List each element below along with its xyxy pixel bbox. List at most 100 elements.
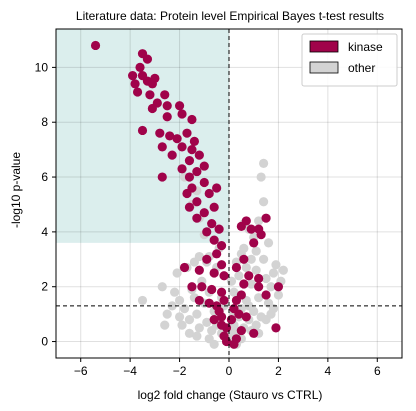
y-tick-label: 6 [41,170,48,184]
y-axis-label: -log10 p-value [9,152,23,228]
kinase-point [216,312,227,322]
other-point [184,328,195,338]
x-tick-label: −2 [173,364,187,378]
kinase-point [165,131,175,141]
other-point [234,271,244,281]
x-tick-label: 4 [325,364,332,378]
kinase-point [177,109,187,119]
kinase-point [241,216,251,226]
other-point [254,293,264,303]
other-point [192,331,202,341]
x-tick-label: 0 [226,364,233,378]
other-point [189,257,199,267]
other-point [184,315,195,325]
kinase-point [155,128,165,138]
other-point [261,273,271,284]
kinase-point [271,323,281,333]
legend-label-kinase: kinase [348,40,383,54]
kinase-point [254,282,264,292]
kinase-point [184,156,195,166]
other-point [194,323,204,333]
kinase-point [194,295,204,306]
kinase-point [236,325,246,336]
legend: kinase other [301,33,398,87]
other-point [256,172,266,182]
kinase-point [172,134,182,144]
kinase-point [137,125,148,136]
kinase-point [157,172,167,182]
other-point [226,276,237,286]
kinase-point [209,268,219,278]
other-point [251,320,261,330]
kinase-point [160,90,170,100]
y-tick-label: 4 [41,225,48,239]
kinase-point [202,227,212,237]
kinase-point [142,54,153,64]
kinase-point [209,202,219,212]
kinase-point [202,254,212,264]
other-point [174,295,185,306]
other-point [162,309,172,319]
kinase-point [214,224,224,234]
kinase-point [130,79,140,89]
kinase-point [207,284,217,295]
other-point [251,246,261,256]
other-point [263,238,274,248]
kinase-point [212,249,222,259]
other-point [174,312,185,322]
other-point [259,254,269,264]
other-point [167,301,177,311]
legend-label-other: other [348,61,375,75]
x-tick-label: 2 [275,364,282,378]
kinase-point [194,265,204,275]
kinase-point [244,271,254,281]
kinase-point [199,208,209,218]
other-point [137,295,148,306]
kinase-point [241,312,251,322]
other-point [172,268,182,278]
kinase-point [231,262,242,273]
kinase-point [90,40,101,51]
kinase-point [192,197,202,207]
chart-title: Literature data: Protein level Empirical… [76,9,384,23]
kinase-point [145,90,155,100]
kinase-point [219,271,229,281]
other-point [266,309,276,319]
kinase-point [184,172,195,182]
x-tick-label: 6 [374,364,381,378]
kinase-point [221,336,232,347]
kinase-point [182,188,192,199]
kinase-point [147,103,157,114]
other-point [254,216,264,226]
kinase-point [187,282,197,292]
kinase-point [182,128,192,138]
kinase-point [249,238,259,248]
kinase-point [261,290,271,300]
kinase-point [221,323,232,333]
kinase-point [147,79,157,89]
other-point [268,268,279,278]
kinase-point [162,112,172,122]
other-point [251,265,261,275]
kinase-point [187,114,197,125]
y-tick-label: 2 [41,280,48,294]
kinase-point [212,183,222,193]
kinase-point [132,87,143,97]
kinase-point [219,295,229,306]
other-point [271,260,281,270]
other-point [202,317,212,327]
kinase-point [239,279,249,289]
other-point [170,287,180,297]
kinase-point [239,254,249,264]
kinase-point [249,328,259,338]
kinase-point [204,188,214,199]
x-tick-label: −4 [123,364,137,378]
kinase-point [162,101,172,111]
plot-area: −6 −4 −2 0 2 4 6 0 2 4 6 8 10 [35,28,403,378]
kinase-point [216,287,227,297]
kinase-point [234,309,244,319]
kinase-point [189,136,199,147]
kinase-point [135,62,145,72]
kinase-point [187,145,197,155]
legend-swatch-other [309,61,339,74]
